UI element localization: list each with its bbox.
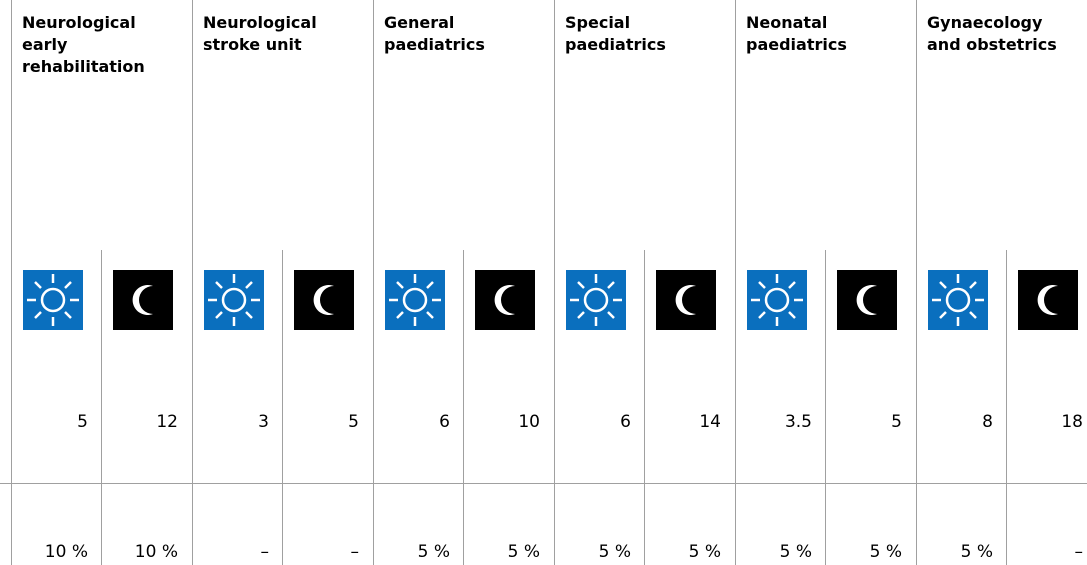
- subcolumn-divider: [644, 250, 645, 565]
- day-share: 5 %: [779, 542, 812, 562]
- day-value: 6: [439, 412, 450, 432]
- night-value: 18: [1061, 412, 1083, 432]
- subcolumn-divider: [825, 250, 826, 565]
- night-value: 10: [518, 412, 540, 432]
- day-value: 3.5: [784, 412, 812, 432]
- column-title: Neurological early rehabilitation: [22, 13, 145, 76]
- night-share: 5 %: [688, 542, 721, 562]
- day-icon: [747, 270, 807, 330]
- column-divider: [916, 0, 917, 565]
- column-divider: [735, 0, 736, 565]
- night-icon: [656, 270, 716, 330]
- day-icon: [385, 270, 445, 330]
- day-icon: [23, 270, 83, 330]
- night-share: 5 %: [507, 542, 540, 562]
- day-share: 5 %: [598, 542, 631, 562]
- night-icon: [113, 270, 173, 330]
- column-title: Special paediatrics: [565, 13, 666, 54]
- night-value: 12: [156, 412, 178, 432]
- day-share: 5 %: [417, 542, 450, 562]
- night-share: –: [350, 542, 360, 562]
- day-share: 5 %: [960, 542, 993, 562]
- day-icon: [928, 270, 988, 330]
- night-share: –: [1074, 542, 1084, 562]
- night-value: 14: [699, 412, 721, 432]
- day-value: 6: [620, 412, 631, 432]
- column-divider: [554, 0, 555, 565]
- column-title: Neonatal paediatrics: [746, 13, 847, 54]
- night-icon: [1018, 270, 1078, 330]
- night-icon: [475, 270, 535, 330]
- day-share: –: [260, 542, 270, 562]
- column-title: Neurological stroke unit: [203, 13, 317, 54]
- day-value: 3: [258, 412, 269, 432]
- night-value: 5: [891, 412, 902, 432]
- night-share: 5 %: [869, 542, 902, 562]
- row-divider: [0, 483, 1087, 484]
- night-icon: [294, 270, 354, 330]
- day-icon: [566, 270, 626, 330]
- column-divider: [192, 0, 193, 565]
- subcolumn-divider: [1006, 250, 1007, 565]
- column-title: Gynaecology and obstetrics: [927, 13, 1057, 54]
- night-icon: [837, 270, 897, 330]
- night-share: 10 %: [134, 542, 178, 562]
- column-divider: [11, 0, 12, 565]
- day-value: 5: [77, 412, 88, 432]
- subcolumn-divider: [282, 250, 283, 565]
- day-icon: [204, 270, 264, 330]
- subcolumn-divider: [463, 250, 464, 565]
- night-value: 5: [348, 412, 359, 432]
- subcolumn-divider: [101, 250, 102, 565]
- column-divider: [373, 0, 374, 565]
- day-share: 10 %: [44, 542, 88, 562]
- day-value: 8: [982, 412, 993, 432]
- column-title: General paediatrics: [384, 13, 485, 54]
